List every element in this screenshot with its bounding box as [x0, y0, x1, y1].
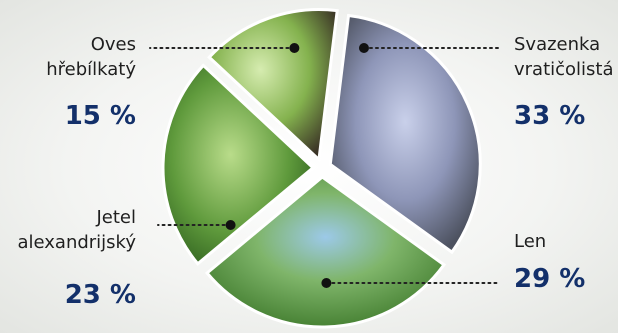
slice-label-jetel-line1: Jetel: [96, 207, 136, 228]
slice-label-svazenka-line1: Svazenka: [514, 34, 601, 55]
leader-dot-len: [321, 278, 332, 288]
pie-slice-oves: [207, 8, 339, 163]
pie-slice-len: [204, 175, 447, 329]
slice-label-oves-line2: hřebílkatý: [46, 59, 136, 80]
slice-value-oves: 15 %: [64, 101, 136, 131]
slice-label-oves-line1: Oves: [90, 34, 136, 55]
pie-slice-svazenka: [328, 13, 482, 255]
slice-value-len: 29 %: [514, 264, 586, 294]
leader-dot-jetel: [225, 220, 236, 230]
slice-label-svazenka-line2: vratičolistá: [514, 59, 614, 80]
slice-label-len: Len: [514, 231, 547, 252]
leader-dot-svazenka: [358, 43, 369, 53]
leader-dot-oves: [289, 43, 300, 53]
pie-slice-jetel: [161, 63, 316, 266]
slice-label-jetel-line2: alexandrijský: [17, 232, 136, 253]
slice-value-jetel: 23 %: [64, 280, 136, 310]
slice-value-svazenka: 33 %: [514, 101, 586, 131]
